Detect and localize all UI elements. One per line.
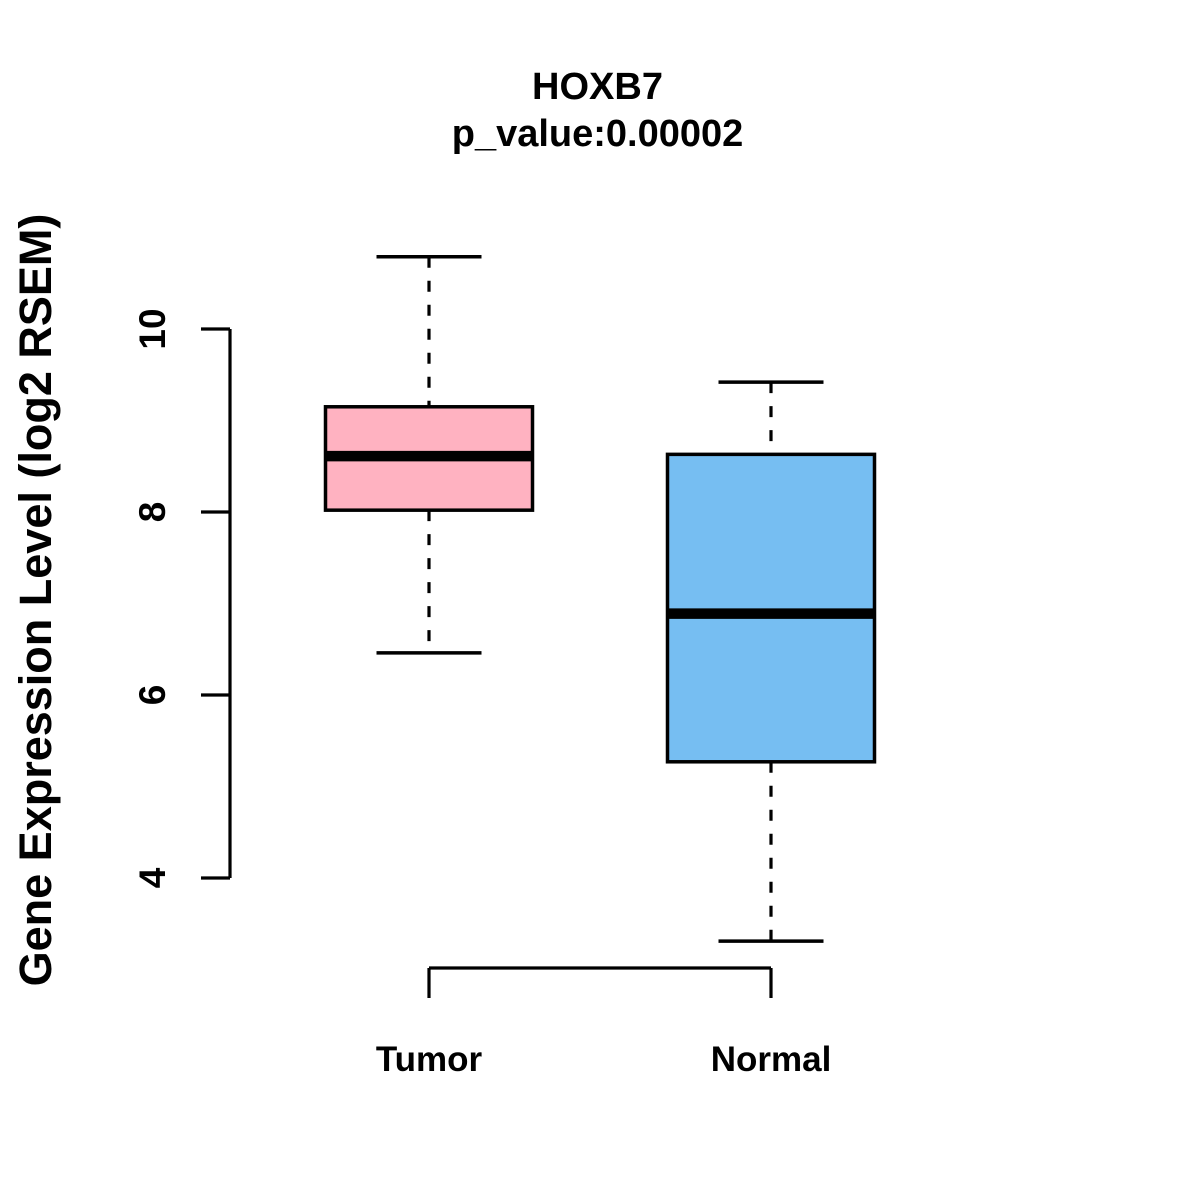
chart-subtitle: p_value:0.00002 <box>451 113 744 155</box>
y-tick-label-4: 4 <box>132 867 173 889</box>
y-tick-label-6: 6 <box>132 684 173 706</box>
x-category-label-tumor: Tumor <box>375 1040 483 1079</box>
y-tick-label-10: 10 <box>132 308 173 350</box>
chart-title: HOXB7 <box>532 66 663 108</box>
normal-box <box>665 452 877 764</box>
x-category-label-normal: Normal <box>710 1040 832 1079</box>
y-tick-label-8: 8 <box>132 501 173 523</box>
